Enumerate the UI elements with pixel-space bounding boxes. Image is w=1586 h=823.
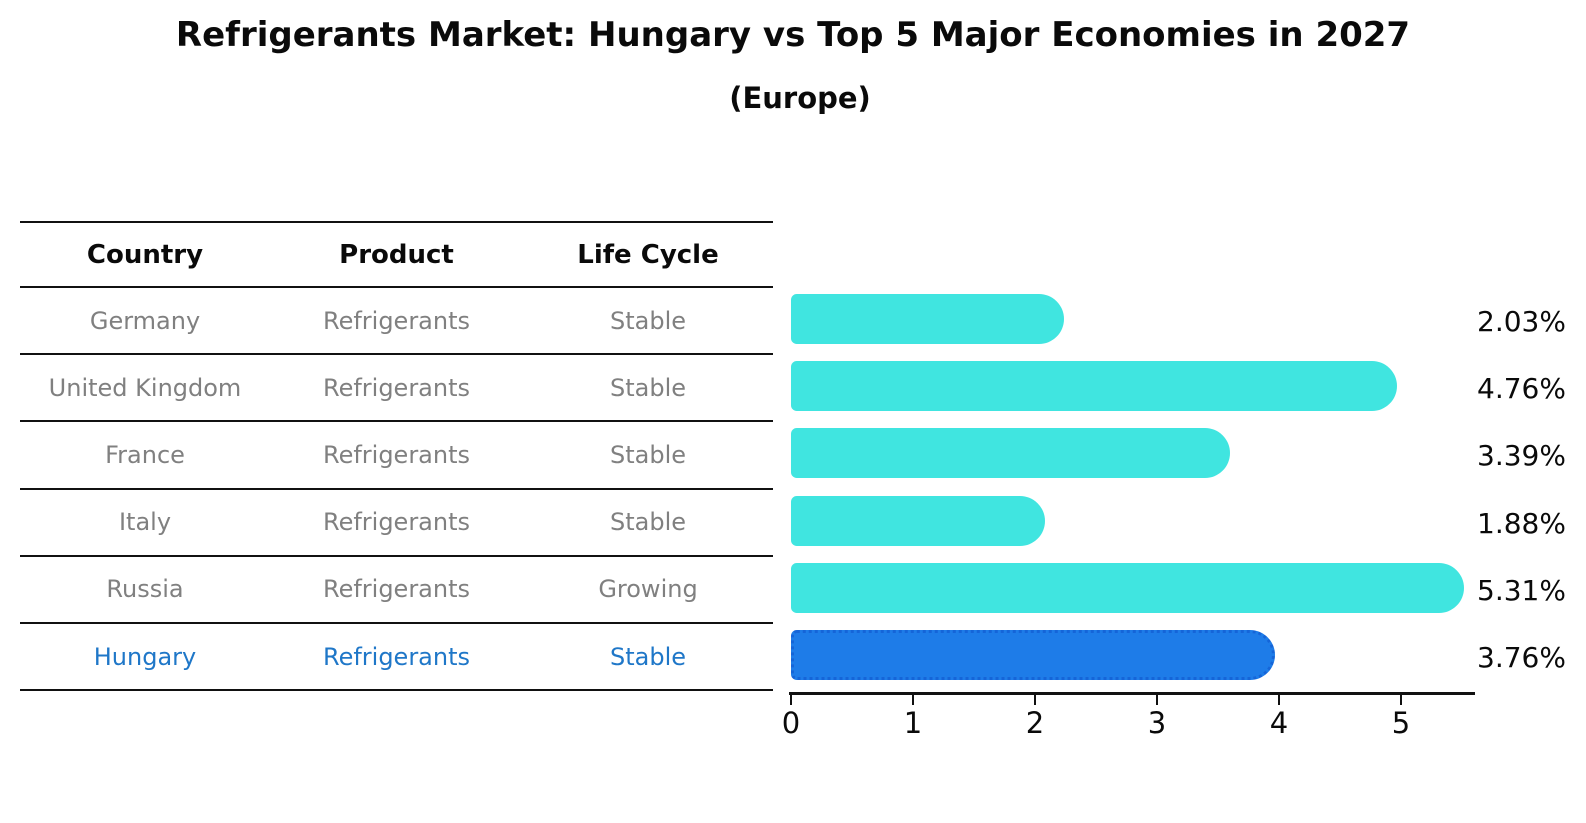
x-tick-mark: [1034, 695, 1036, 705]
chart-title: Refrigerants Market: Hungary vs Top 5 Ma…: [175, 15, 1411, 55]
table-cell-product: Refrigerants: [322, 508, 471, 537]
table-cell-country: Germany: [89, 306, 201, 335]
x-axis-spine: [789, 692, 1475, 695]
bar-value-label: 3.76%: [1477, 641, 1566, 674]
x-tick-mark: [1278, 695, 1280, 705]
table-row: Italy Refrigerants Stable: [20, 490, 773, 557]
table-cell-product: Refrigerants: [322, 373, 471, 402]
table-cell-product: Refrigerants: [322, 440, 471, 469]
table-cell-country: Italy: [118, 508, 172, 537]
table-header-country: Country: [86, 239, 204, 270]
x-tick-label: 3: [1147, 706, 1167, 740]
table-cell-life_cycle: Stable: [609, 508, 687, 537]
table-row: United Kingdom Refrigerants Stable: [20, 355, 773, 423]
bar-hungary: [791, 630, 1275, 680]
table-cell-country: Russia: [106, 575, 184, 604]
x-tick-mark: [1400, 695, 1402, 705]
bar-germany: [791, 294, 1064, 344]
x-tick-mark: [790, 695, 792, 705]
table-row: Hungary Refrigerants Stable: [20, 624, 773, 692]
table-row: Russia Refrigerants Growing: [20, 557, 773, 624]
table-header-row: Country Product Life Cycle: [20, 221, 773, 288]
table-row: France Refrigerants Stable: [20, 422, 773, 490]
x-tick-label: 1: [903, 706, 923, 740]
table-header-product: Product: [339, 239, 454, 270]
table-cell-product: Refrigerants: [322, 642, 471, 671]
chart-subtitle: (Europe): [729, 81, 871, 115]
x-tick-mark: [1156, 695, 1158, 705]
x-tick-label: 2: [1025, 706, 1045, 740]
table-cell-life_cycle: Stable: [609, 373, 687, 402]
bar-value-label: 5.31%: [1477, 573, 1566, 607]
table-cell-country: Hungary: [93, 642, 197, 671]
bar-value-label: 3.39%: [1477, 439, 1566, 473]
table-cell-life_cycle: Growing: [598, 575, 698, 604]
x-tick-label: 5: [1391, 706, 1411, 740]
bar-france: [791, 428, 1230, 479]
table-body: Germany Refrigerants Stable United Kingdom R…: [20, 288, 773, 692]
table-cell-life_cycle: Stable: [609, 642, 687, 671]
table-cell-country: France: [105, 440, 185, 469]
bar-value-label: 4.76%: [1477, 372, 1566, 406]
bar-united-kingdom: [791, 361, 1397, 412]
table-cell-life_cycle: Stable: [609, 440, 687, 469]
table-cell-product: Refrigerants: [322, 306, 471, 335]
table-cell-country: United Kingdom: [48, 373, 242, 402]
bar-italy: [791, 495, 1046, 546]
table-row: Germany Refrigerants Stable: [20, 288, 773, 356]
bar-value-label: 2.03%: [1477, 305, 1566, 338]
x-tick-mark: [912, 695, 914, 705]
bar-russia: [791, 562, 1464, 613]
table-header-lifecycle: Life Cycle: [577, 239, 719, 270]
bar-value-label: 1.88%: [1477, 506, 1566, 540]
table-cell-product: Refrigerants: [322, 575, 471, 604]
country-table: Country Product Life Cycle Germany Refrig…: [20, 221, 773, 692]
x-tick-label: 0: [781, 706, 801, 740]
x-tick-label: 4: [1269, 706, 1289, 740]
table-cell-life_cycle: Stable: [609, 306, 687, 335]
